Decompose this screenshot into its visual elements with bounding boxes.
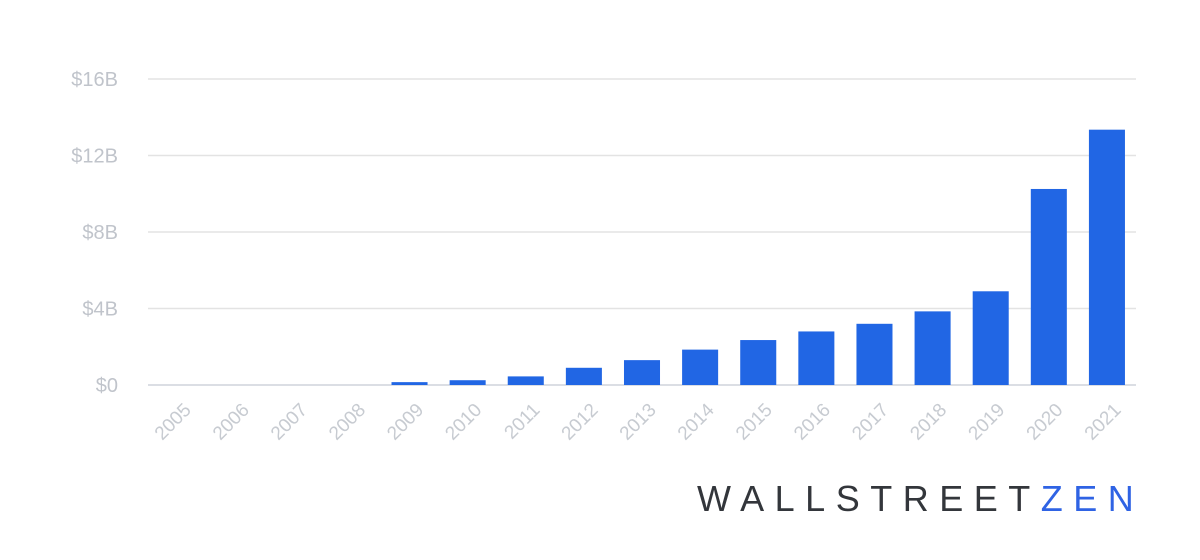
logo-text-zen: ZEN [1040,478,1145,519]
wallstreetzen-logo: WALLSTREET ZEN [697,478,1144,520]
x-tick-label: 2021 [1081,400,1126,445]
bar-2012 [565,367,602,385]
bar-2014 [682,349,719,385]
bar-2010 [449,380,486,385]
x-tick-label: 2020 [1023,400,1068,445]
y-tick-label: $8B [82,222,118,244]
y-tick-label: $16B [71,69,118,91]
x-tick-label: 2008 [325,400,370,445]
grid-layer [148,78,1136,386]
x-tick-label: 2007 [267,400,312,445]
logo-text-wallstreet: WALLSTREET [697,478,1041,519]
bar-2015 [740,340,777,385]
x-tick-label: 2009 [383,400,428,445]
x-tick-label: 2011 [501,400,545,444]
bar-2019 [972,291,1009,385]
x-tick-label: 2014 [674,399,719,444]
x-tick-label: 2018 [906,400,951,445]
bar-2011 [507,376,544,385]
y-axis: $0 $4B $8B $12B $16B [71,69,118,397]
y-tick-label: $12B [71,146,118,168]
bar-2013 [623,360,661,385]
x-tick-label: 2015 [732,400,777,445]
bars [391,129,1125,385]
bar-2017 [856,323,893,385]
bar-2021 [1088,129,1125,385]
bar-2009 [391,382,428,385]
x-tick-label: 2016 [790,400,835,445]
x-tick-label: 2019 [965,400,1010,445]
bar-2018 [914,311,951,385]
x-tick-label: 2010 [441,400,486,445]
x-tick-label: 2005 [151,400,196,445]
x-tick-label: 2012 [558,400,603,445]
bar-chart: $0 $4B $8B $12B $16B 2005 2006 2007 2008 2009 201… [71,69,1136,444]
bar-2016 [798,331,835,385]
x-tick-label: 2013 [616,400,661,445]
y-tick-label: $0 [96,375,118,397]
bar-2020 [1030,188,1067,385]
y-tick-label: $4B [82,299,118,321]
x-axis: 2005 2006 2007 2008 2009 2010 2011 2012 2013 2014… [151,399,1126,444]
x-tick-label: 2017 [848,400,893,445]
x-tick-label: 2006 [209,400,254,445]
